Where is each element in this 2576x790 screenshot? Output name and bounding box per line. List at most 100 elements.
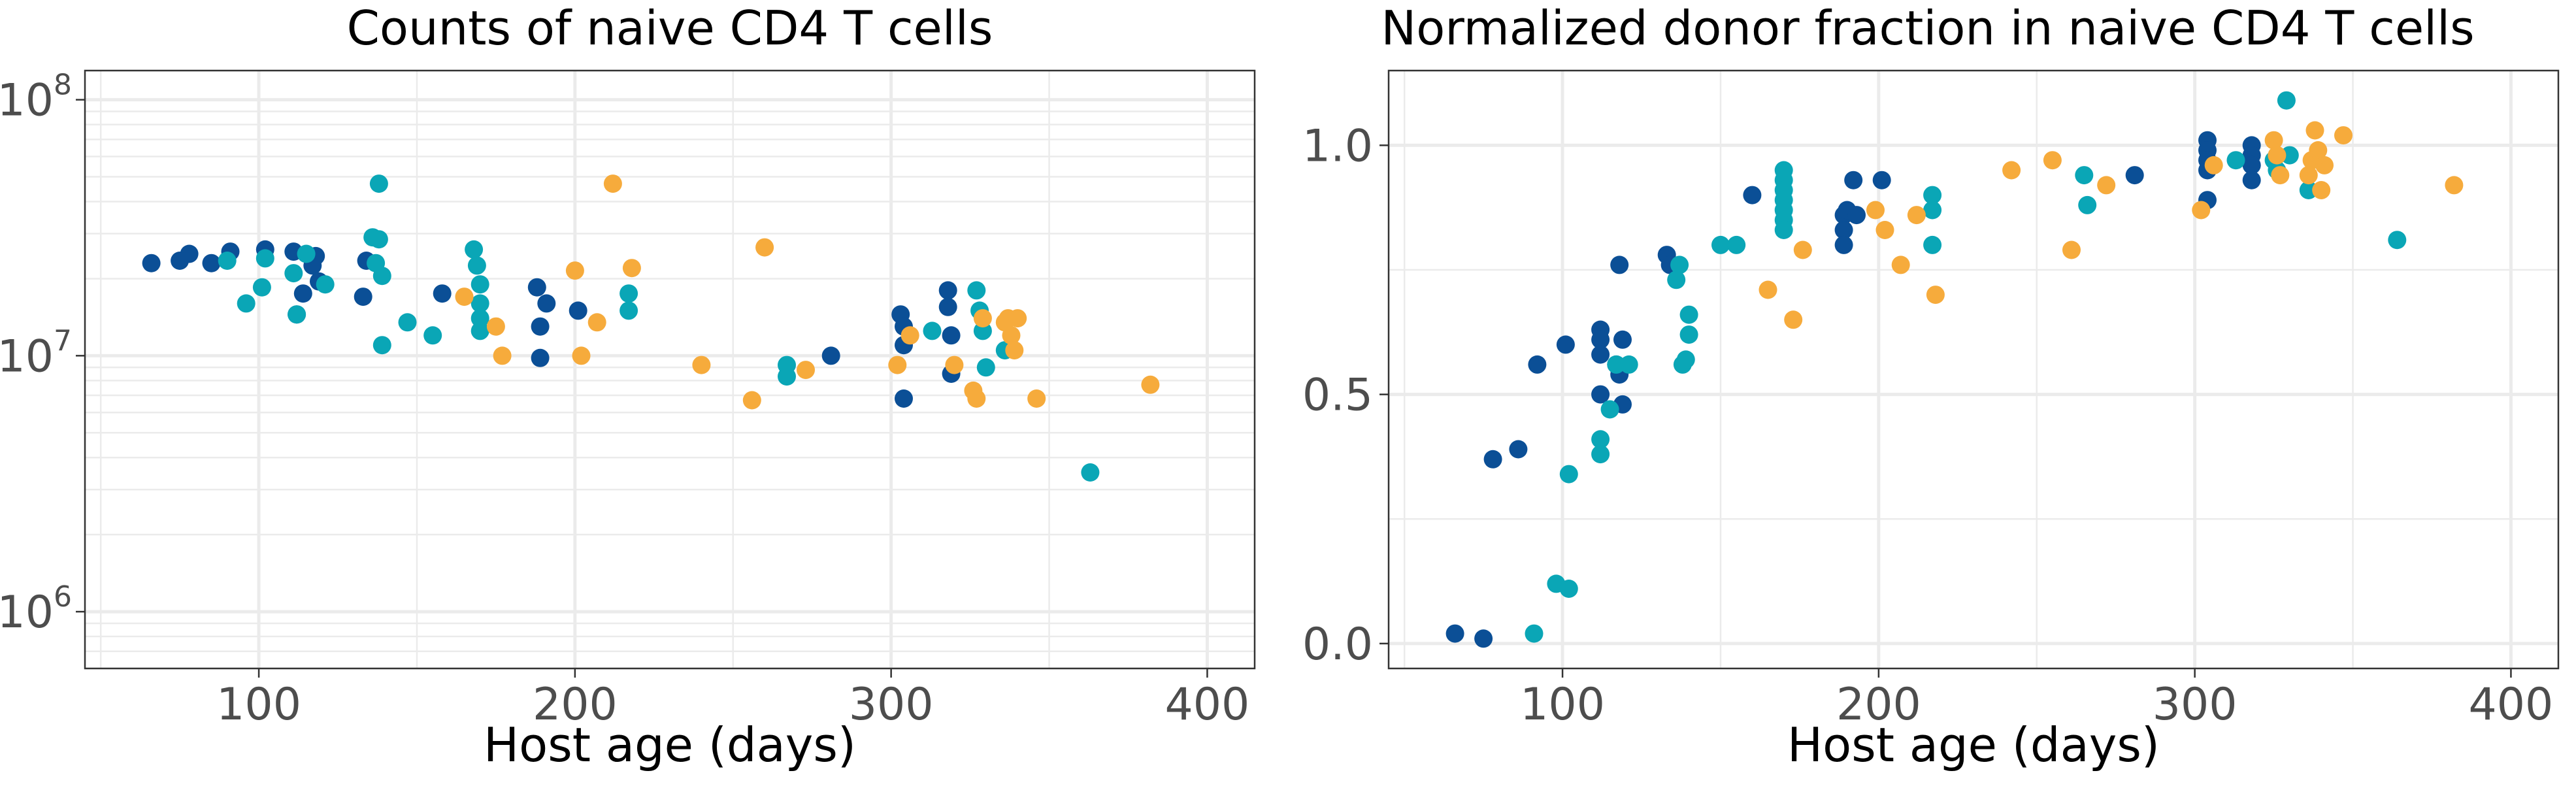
data-point [565, 261, 584, 280]
chart-title: Normalized donor fraction in naive CD4 T… [1381, 1, 2474, 56]
data-point [619, 301, 638, 320]
data-point [1474, 629, 1493, 648]
data-point [1613, 330, 1632, 349]
data-point [471, 275, 489, 294]
data-point [1891, 255, 1910, 274]
data-point [1610, 255, 1629, 274]
data-point [218, 252, 237, 270]
data-point [471, 294, 489, 313]
data-point [2125, 166, 2144, 185]
data-point [2299, 181, 2318, 199]
data-point [372, 336, 391, 355]
panel-donor-fraction: Normalized donor fraction in naive CD4 T… [1302, 1, 2560, 772]
data-point [1727, 235, 1746, 254]
data-point [1008, 309, 1027, 328]
data-point [2226, 151, 2245, 170]
data-point [455, 288, 474, 306]
data-point [293, 284, 312, 303]
data-point [942, 326, 961, 345]
data-point [1483, 450, 1502, 469]
data-point [433, 284, 452, 303]
data-point [256, 249, 274, 268]
x-tick-label: 400 [1165, 679, 1250, 731]
x-tick-label: 300 [849, 679, 934, 731]
data-point [1844, 171, 1863, 189]
data-point [569, 301, 587, 320]
data-point [603, 174, 622, 193]
y-axis-ticks: 0.0 0.5 1.0 [1302, 120, 1389, 670]
data-point [1619, 355, 1638, 374]
data-point [372, 267, 391, 286]
data-point [2204, 156, 2223, 174]
data-points [142, 174, 1160, 482]
data-point [2309, 141, 2328, 159]
data-point [967, 389, 986, 408]
data-point [531, 317, 550, 336]
data-point [2445, 176, 2464, 195]
data-point [1607, 355, 1626, 374]
data-point [2334, 126, 2353, 145]
data-point [1591, 385, 1610, 404]
data-point [1679, 305, 1698, 324]
data-point [354, 288, 372, 306]
data-point [2078, 195, 2097, 214]
y-tick-label: 107 [0, 324, 72, 382]
data-point [1445, 624, 1464, 643]
data-point [316, 275, 335, 294]
data-point [180, 244, 199, 263]
panel-counts: Counts of naive CD4 T cells 100 200 300 400… [0, 1, 1256, 772]
data-point [471, 309, 489, 328]
data-point [1784, 310, 1803, 329]
data-point [1847, 206, 1866, 225]
data-point [587, 313, 606, 332]
data-point [1676, 350, 1695, 369]
x-tick-label: 300 [2153, 679, 2237, 731]
data-point [2388, 231, 2407, 250]
data-point [2075, 166, 2094, 185]
data-point [1141, 375, 1160, 394]
data-point [1866, 201, 1885, 220]
data-point [945, 355, 964, 374]
data-point [821, 346, 840, 365]
data-point [888, 355, 907, 374]
data-point [465, 240, 484, 259]
data-point [531, 348, 550, 367]
plot-frame [1387, 69, 2560, 670]
data-point [2299, 166, 2318, 185]
x-axis-ticks: 100 200 300 400 [1520, 668, 2553, 731]
data-point [284, 264, 303, 283]
data-point [2305, 121, 2324, 140]
data-point [2277, 91, 2296, 110]
x-axis-title: Host age (days) [484, 717, 856, 772]
y-tick-label: 0.5 [1302, 370, 1373, 421]
data-point [797, 361, 815, 380]
data-point [973, 321, 992, 340]
plot-frame [84, 69, 1256, 670]
data-point [976, 358, 995, 377]
data-point [369, 174, 388, 193]
data-points [1445, 91, 2464, 648]
data-point [1679, 325, 1698, 344]
data-point [423, 326, 442, 345]
data-point [537, 294, 556, 313]
data-point [1591, 345, 1610, 364]
data-point [1923, 235, 1942, 254]
x-axis-title: Host age (days) [1787, 717, 2160, 772]
data-point [1872, 171, 1891, 189]
x-tick-label: 200 [533, 679, 618, 731]
data-point [398, 313, 417, 332]
data-point [297, 244, 316, 263]
data-point [2280, 146, 2299, 165]
data-point [2192, 201, 2211, 220]
y-axis-ticks: 106 107 108 [0, 69, 85, 638]
data-point [202, 254, 221, 272]
data-point [622, 259, 641, 278]
data-point [1926, 286, 1945, 304]
chart-title: Counts of naive CD4 T cells [347, 1, 993, 56]
data-point [1923, 186, 1942, 205]
data-point [2312, 181, 2331, 199]
data-point [1002, 326, 1021, 345]
data-point [142, 254, 161, 272]
data-point [938, 281, 957, 300]
data-point [1743, 186, 1762, 205]
